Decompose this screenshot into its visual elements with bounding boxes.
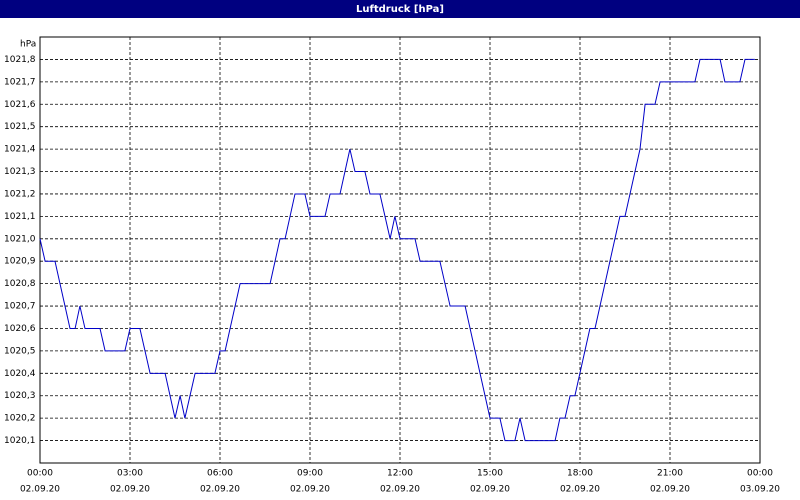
- x-tick-date: 03.09.20: [740, 485, 780, 495]
- y-tick-label: 1020,4: [4, 369, 36, 379]
- y-tick-label: 1021,4: [4, 145, 36, 155]
- title-bar: [0, 0, 800, 18]
- y-tick-label: 1020,2: [4, 414, 36, 424]
- x-tick-date: 02.09.20: [20, 485, 60, 495]
- x-tick-date: 02.09.20: [650, 485, 690, 495]
- x-tick-date: 02.09.20: [200, 485, 240, 495]
- x-tick-label: 18:00: [567, 469, 593, 479]
- y-tick-label: 1020,6: [4, 324, 36, 334]
- y-tick-label: 1021,5: [4, 122, 36, 132]
- x-tick-date: 02.09.20: [470, 485, 510, 495]
- chart-title: Luftdruck [hPa]: [356, 4, 444, 15]
- y-tick-label: 1020,9: [4, 257, 36, 267]
- x-tick-date: 02.09.20: [290, 485, 330, 495]
- x-tick-label: 15:00: [477, 469, 503, 479]
- y-tick-label: 1020,1: [4, 436, 36, 446]
- x-tick-label: 12:00: [387, 469, 413, 479]
- x-tick-date: 02.09.20: [380, 485, 420, 495]
- y-tick-label: 1020,8: [4, 279, 36, 289]
- x-tick-label: 06:00: [207, 469, 233, 479]
- x-tick-date: 02.09.20: [560, 485, 600, 495]
- x-tick-date: 02.09.20: [110, 485, 150, 495]
- y-tick-label: 1021,8: [4, 55, 36, 65]
- x-tick-label: 21:00: [657, 469, 683, 479]
- x-tick-label: 09:00: [297, 469, 323, 479]
- y-tick-label: 1021,1: [4, 212, 36, 222]
- y-tick-label: 1021,0: [4, 234, 36, 244]
- data-line: [39, 58, 755, 442]
- y-tick-label: 1021,6: [4, 100, 36, 110]
- y-tick-label: 1021,3: [4, 167, 36, 177]
- x-tick-label: 00:00: [747, 469, 773, 479]
- y-tick-label: 1020,5: [4, 346, 36, 356]
- y-tick-label: 1021,7: [4, 77, 36, 87]
- y-tick-label: 1020,7: [4, 302, 36, 312]
- y-tick-label: 1020,3: [4, 391, 36, 401]
- y-tick-label: 1021,2: [4, 189, 36, 199]
- x-tick-label: 00:00: [27, 469, 53, 479]
- y-unit: hPa: [20, 40, 36, 50]
- x-tick-label: 03:00: [117, 469, 143, 479]
